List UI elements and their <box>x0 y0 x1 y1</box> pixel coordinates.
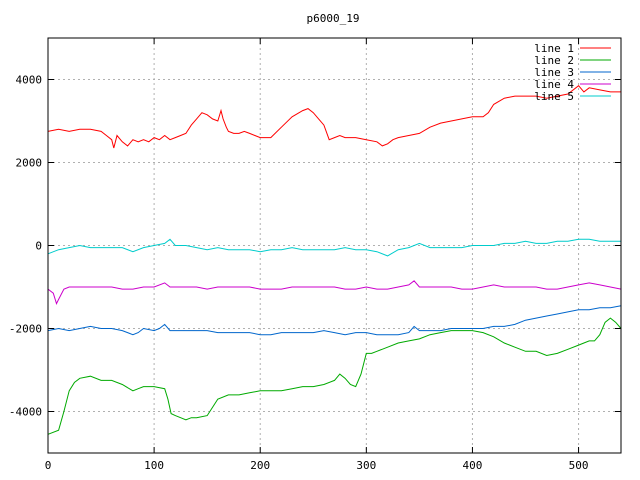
series-lines <box>47 85 622 435</box>
x-tick-label: 300 <box>356 459 376 472</box>
y-tick-label: 4000 <box>16 74 43 87</box>
x-tick-label: 200 <box>250 459 270 472</box>
y-tick-label: -4000 <box>9 406 42 419</box>
series-line-4 <box>47 280 622 305</box>
legend-label-4: line 4 <box>534 78 574 91</box>
series-line-5 <box>47 238 621 257</box>
chart-title: p6000_19 <box>307 12 360 25</box>
x-tick-label: 0 <box>45 459 52 472</box>
series-line-3 <box>47 305 622 336</box>
legend-label-3: line 3 <box>534 66 574 79</box>
axes: -4000 -2000 0 2000 4000 0 100 200 300 400 500 <box>9 38 621 472</box>
x-tick-label: 400 <box>463 459 483 472</box>
x-tick-label: 100 <box>144 459 164 472</box>
y-tick-label: 2000 <box>16 157 43 170</box>
legend-label-2: line 2 <box>534 54 574 67</box>
legend-label-5: line 5 <box>534 90 574 103</box>
legend-label-1: line 1 <box>534 42 574 55</box>
series-line-2 <box>47 317 622 435</box>
y-tick-label: -2000 <box>9 323 42 336</box>
x-tick-label: 500 <box>569 459 589 472</box>
series-line-1 <box>47 85 621 149</box>
y-tick-label: 0 <box>35 240 42 253</box>
